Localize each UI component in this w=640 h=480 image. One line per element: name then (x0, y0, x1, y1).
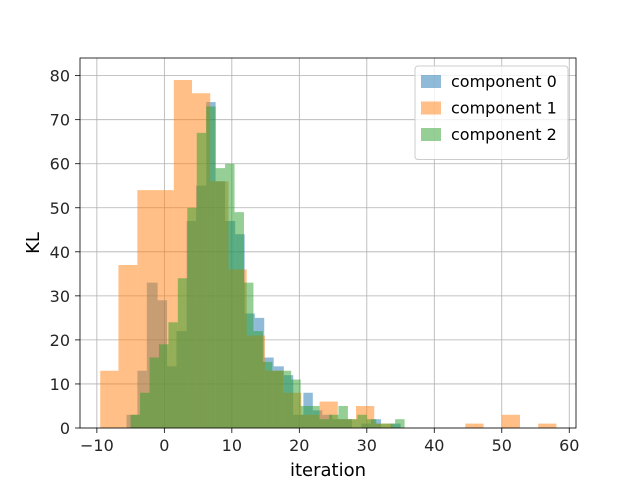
y-tick-label: 60 (50, 155, 70, 174)
histogram-bar (168, 322, 178, 428)
x-tick-label: 40 (424, 436, 444, 455)
histogram-bar (215, 168, 226, 428)
legend-swatch (421, 128, 441, 141)
series-2-bars (130, 106, 405, 428)
histogram-bar (187, 207, 197, 428)
legend-box (414, 65, 569, 160)
histogram-bar (281, 370, 292, 428)
histogram-bar (501, 414, 520, 428)
legend-label: component 2 (451, 125, 557, 144)
x-tick-label: 30 (357, 436, 377, 455)
histogram-bar (130, 414, 141, 428)
y-tick-label: 70 (50, 111, 70, 130)
legend-label: component 0 (451, 72, 557, 91)
histogram-bar (243, 282, 254, 428)
plot-frame (79, 57, 577, 429)
histogram-bars (100, 80, 557, 429)
histogram-bar (538, 423, 557, 428)
y-tick-label: 20 (50, 331, 70, 350)
legend-swatch (421, 75, 441, 88)
histogram-bar (319, 419, 330, 428)
histogram-bar (291, 379, 301, 428)
histogram-bar (272, 370, 282, 428)
x-tick-label: 20 (289, 436, 309, 455)
y-tick-label: 30 (50, 287, 70, 306)
histogram-bar (158, 344, 169, 428)
x-tick-label: 10 (222, 436, 242, 455)
histogram-bar (253, 331, 263, 428)
histogram-bar (234, 212, 244, 428)
histogram-bar (118, 265, 138, 428)
histogram-bar (338, 405, 348, 428)
histogram-bar (385, 423, 396, 428)
histogram-bar (465, 423, 484, 428)
x-tick-label: 60 (559, 436, 579, 455)
axis-ticks: −10 0 10 20 30 40 50 60 0 10 20 30 40 50 60 70 80 (50, 67, 580, 455)
histogram-bar (196, 132, 207, 428)
y-tick-label: 10 (50, 375, 70, 394)
y-tick-label: 40 (50, 243, 70, 262)
histogram-bar (376, 423, 386, 428)
legend: component 0 component 1 component 2 (414, 65, 569, 160)
y-tick-label: 50 (50, 199, 70, 218)
histogram-bar (329, 414, 339, 428)
histogram-bar (225, 163, 235, 428)
histogram-bar (140, 392, 150, 428)
histogram-bar (310, 405, 320, 428)
histogram-bar (357, 414, 367, 428)
y-tick-label: 80 (50, 67, 70, 86)
legend-swatch (421, 101, 441, 115)
histogram-bar (262, 361, 273, 428)
histogram-bar (177, 278, 188, 428)
x-tick-label: 50 (492, 436, 512, 455)
x-tick-label: −10 (80, 436, 114, 455)
x-axis-title: iteration (290, 460, 366, 480)
legend-label: component 1 (451, 99, 557, 118)
histogram-bar (206, 106, 216, 428)
x-tick-label: 0 (159, 436, 169, 455)
y-tick-label: 0 (60, 419, 70, 438)
y-axis-title: KL (23, 232, 44, 254)
histogram-bar (366, 419, 377, 428)
histogram-bar (149, 357, 159, 428)
histogram-bar (300, 405, 311, 428)
histogram-bar (347, 419, 358, 428)
histogram-bar (100, 370, 119, 428)
histogram-bar (395, 419, 405, 428)
